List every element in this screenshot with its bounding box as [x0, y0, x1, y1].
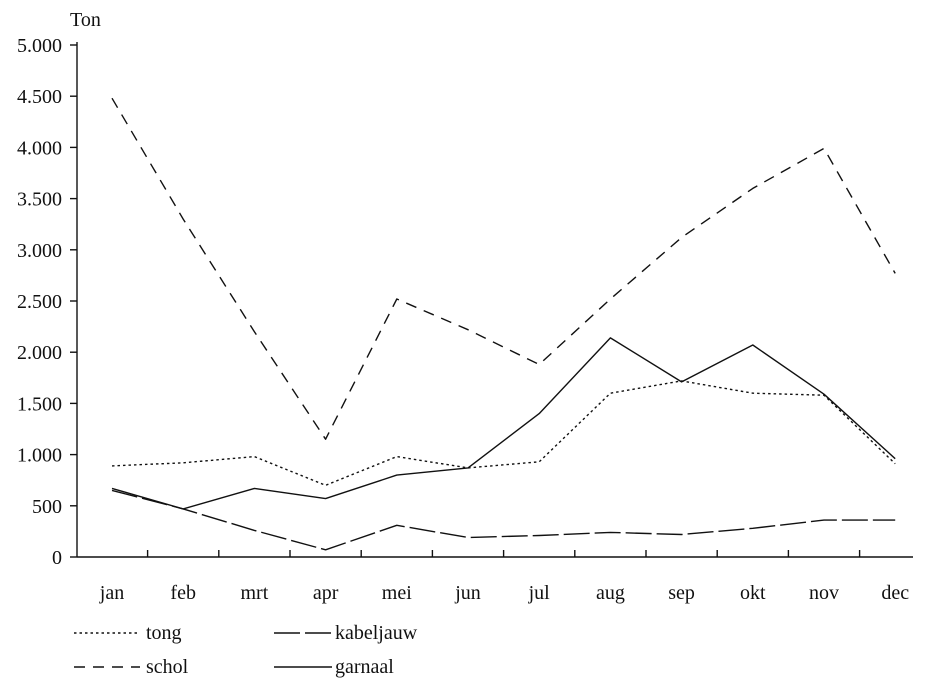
y-tick-label: 500	[32, 496, 62, 518]
x-tick-label: jul	[528, 582, 551, 604]
legend-label-garnaal: garnaal	[335, 656, 394, 678]
series-line-tong	[111, 380, 896, 486]
x-tick-label: okt	[740, 582, 766, 604]
x-tick-label: mrt	[241, 582, 269, 604]
x-tick-label: mei	[382, 582, 412, 604]
y-tick-label: 2.000	[17, 342, 62, 364]
x-tick-label: jan	[99, 582, 124, 604]
y-tick-label: 5.000	[17, 35, 62, 57]
series-line-kabeljauw	[111, 489, 896, 551]
y-tick-label: 0	[52, 547, 62, 569]
series-line-schol	[111, 97, 896, 440]
x-tick-label: sep	[668, 582, 695, 604]
y-tick-label: 4.000	[17, 137, 62, 159]
series-lines	[111, 97, 896, 551]
legend-label-tong: tong	[146, 622, 182, 644]
y-axis-ticks: 0 500 1.000 1.500 2.000 2.500 3.000 3.500 4.000 4…	[17, 35, 77, 569]
y-tick-label: 3.500	[17, 189, 62, 211]
x-tick-label: nov	[809, 582, 839, 604]
y-tick-label: 2.500	[17, 291, 62, 313]
y-tick-label: 1.500	[17, 393, 62, 415]
x-tick-label: apr	[313, 582, 339, 604]
y-axis-unit-label: Ton	[70, 9, 101, 31]
x-tick-label: feb	[170, 582, 196, 604]
legend: tong schol kabeljauw garnaal	[74, 622, 418, 678]
x-tick-label: aug	[596, 582, 625, 604]
x-axis-ticks: jan feb mrt apr mei jun jul aug sep okt nov dec	[99, 550, 909, 604]
legend-label-schol: schol	[146, 656, 189, 678]
x-tick-label: jun	[454, 582, 481, 604]
series-line-garnaal	[111, 337, 896, 510]
y-tick-label: 1.000	[17, 445, 62, 467]
y-tick-label: 4.500	[17, 86, 62, 108]
x-tick-label: dec	[881, 582, 909, 604]
y-tick-label: 3.000	[17, 240, 62, 262]
legend-label-kabeljauw: kabeljauw	[335, 622, 418, 644]
axes	[76, 42, 913, 558]
